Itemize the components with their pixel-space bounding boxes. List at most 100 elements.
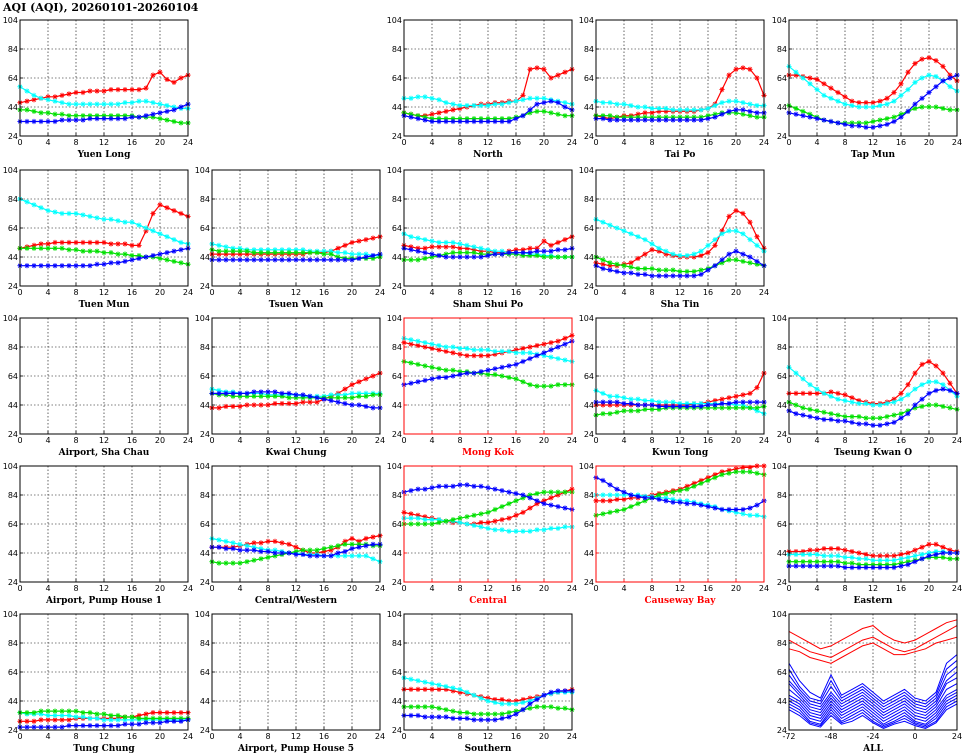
data-point-green [136, 715, 142, 721]
y-tick-label: 104 [3, 610, 18, 619]
data-point-blue [251, 547, 257, 553]
y-tick-label: 44 [392, 253, 402, 262]
data-point-green [670, 267, 676, 273]
data-point-green [328, 544, 334, 550]
data-point-cyan [905, 392, 911, 398]
data-point-green [129, 714, 135, 720]
x-tick-label: 12 [675, 138, 685, 147]
data-point-blue [506, 363, 512, 369]
x-tick-label: 4 [814, 436, 819, 445]
data-point-blue [429, 251, 435, 257]
data-point-red [178, 710, 184, 716]
data-point-red [919, 56, 925, 62]
data-point-blue [891, 419, 897, 425]
data-point-blue [534, 498, 540, 504]
data-point-blue [607, 399, 613, 405]
y-tick-label: 84 [392, 343, 402, 352]
x-tick-label: 20 [924, 138, 934, 147]
data-point-cyan [429, 681, 435, 687]
y-tick-label: 64 [392, 372, 402, 381]
data-point-red [754, 234, 760, 240]
data-point-green [450, 367, 456, 373]
data-point-cyan [443, 239, 449, 246]
data-point-blue [59, 263, 65, 269]
data-point-blue [136, 255, 142, 262]
data-point-cyan [814, 551, 820, 558]
data-point-blue [464, 254, 470, 260]
data-point-blue [429, 714, 435, 720]
data-point-red [814, 76, 820, 83]
data-point-cyan [562, 524, 568, 530]
data-point-red [45, 717, 51, 723]
data-point-green [642, 406, 648, 412]
y-tick-label: 84 [392, 45, 402, 54]
x-tick-label: 16 [319, 732, 329, 741]
x-tick-label: 24 [567, 732, 577, 741]
y-tick-label: 84 [777, 639, 787, 648]
data-point-cyan [740, 231, 746, 237]
data-point-cyan [600, 390, 606, 396]
data-point-green [555, 489, 561, 495]
data-point-blue [747, 399, 753, 405]
data-point-red [251, 402, 257, 408]
data-point-blue [342, 257, 348, 263]
x-tick-label: 0 [912, 732, 917, 741]
data-point-green [408, 257, 414, 263]
data-point-green [464, 710, 470, 716]
data-point-cyan [443, 344, 449, 350]
data-point-red [919, 361, 925, 367]
y-tick-label: 44 [584, 549, 594, 558]
data-point-blue [464, 482, 470, 488]
x-tick-label: 8 [457, 436, 462, 445]
data-point-blue [513, 490, 519, 497]
data-point-blue [150, 720, 156, 726]
data-point-red [265, 402, 271, 408]
data-point-red [94, 239, 100, 246]
data-point-green [856, 414, 862, 420]
data-point-green [807, 406, 813, 412]
data-point-blue [520, 492, 526, 498]
y-tick-label: 84 [200, 195, 210, 204]
y-tick-label: 44 [777, 103, 787, 112]
y-tick-label: 104 [3, 166, 18, 175]
data-point-blue [143, 254, 149, 260]
data-point-cyan [534, 527, 540, 533]
data-point-green [115, 712, 121, 719]
data-point-blue [429, 118, 435, 125]
data-point-cyan [856, 400, 862, 407]
data-point-blue [52, 263, 58, 269]
x-tick-label: 12 [291, 288, 301, 297]
data-point-blue [621, 117, 627, 123]
data-point-red [143, 85, 149, 91]
data-point-green [216, 560, 222, 566]
data-point-cyan [485, 247, 491, 253]
data-point-green [555, 254, 561, 260]
data-point-blue [286, 390, 292, 396]
data-point-blue [66, 263, 72, 269]
data-point-red [649, 247, 655, 253]
data-point-cyan [513, 528, 519, 534]
data-point-cyan [471, 244, 477, 250]
data-point-blue [244, 390, 250, 396]
data-point-cyan [422, 679, 428, 685]
data-point-green [947, 107, 953, 113]
data-point-red [912, 60, 918, 67]
x-tick-label: 20 [539, 138, 549, 147]
data-point-green [527, 705, 533, 711]
data-point-cyan [733, 228, 739, 234]
data-point-blue [129, 114, 135, 120]
data-point-green [506, 501, 512, 507]
y-tick-label: 44 [8, 103, 18, 112]
data-point-green [863, 120, 869, 126]
data-point-red [122, 87, 128, 93]
data-point-green [122, 714, 128, 720]
data-point-blue [171, 718, 177, 724]
data-point-red [747, 66, 753, 72]
data-point-blue [314, 395, 320, 401]
y-tick-label: 64 [392, 224, 402, 233]
data-point-cyan [726, 98, 732, 104]
data-point-green [614, 261, 620, 267]
x-tick-label: 12 [675, 436, 685, 445]
